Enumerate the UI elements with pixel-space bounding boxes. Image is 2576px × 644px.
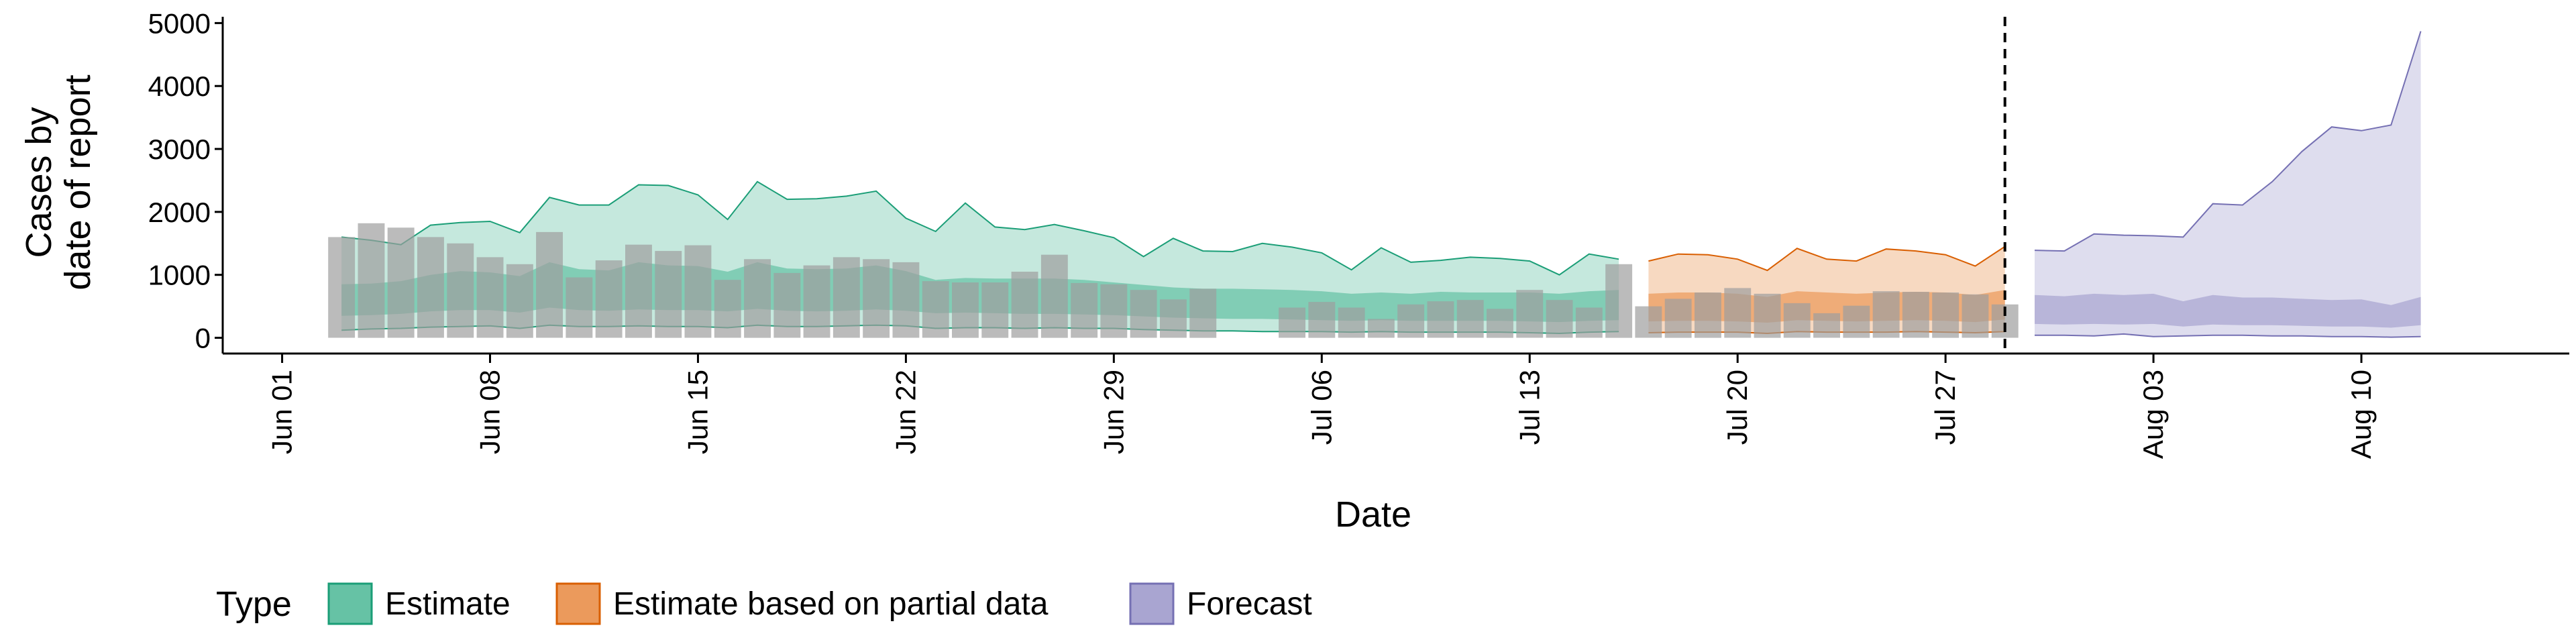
x-tick-label: Jul 13	[1513, 370, 1545, 445]
observed-case-bar	[1397, 304, 1425, 338]
observed-case-bar	[625, 244, 652, 338]
observed-case-bar	[1813, 313, 1840, 338]
y-axis-title-line-2: date of report	[58, 74, 98, 290]
y-tick-label: 4000	[148, 70, 211, 102]
observed-case-bar	[1279, 307, 1305, 338]
observed-case-bar	[1605, 264, 1633, 338]
x-tick-label: Jun 01	[266, 370, 298, 454]
observed-case-bar	[1338, 307, 1365, 338]
bands-layer	[341, 31, 2422, 338]
observed-case-bar	[1160, 299, 1187, 338]
observed-case-bar	[1783, 303, 1811, 338]
legend-label-forecast: Forecast	[1187, 586, 1312, 622]
observed-case-bar	[833, 257, 860, 338]
observed-case-bar	[1189, 288, 1217, 338]
observed-case-bar	[1071, 282, 1098, 338]
observed-case-bar	[1011, 272, 1038, 338]
observed-case-bar	[566, 277, 593, 338]
observed-case-bar	[892, 262, 920, 338]
observed-case-bar	[714, 280, 741, 338]
x-tick-label: Jun 08	[474, 370, 506, 454]
observed-case-bar	[1962, 294, 1989, 338]
observed-case-bar	[476, 257, 504, 338]
legend: Type Estimate Estimate based on partial d…	[216, 582, 1312, 625]
observed-case-bar	[1843, 305, 1870, 338]
x-tick-label: Jun 22	[890, 370, 921, 454]
observed-case-bar	[773, 272, 801, 338]
axes-layer: 0 1000 2000 3000 4000 5000 Jun 01 Jun 08 Jun 15 J…	[148, 7, 2569, 459]
observed-case-bar	[981, 282, 1009, 338]
forecast-band-90	[2035, 31, 2421, 337]
x-tick-label: Jun 15	[682, 370, 714, 454]
observed-case-bar	[1635, 306, 1662, 338]
observed-case-bar	[1664, 299, 1692, 338]
x-axis-title: Date	[1335, 494, 1411, 535]
observed-case-bar	[1308, 302, 1336, 338]
y-axis-title: Cases by date of report	[19, 74, 98, 290]
observed-case-bar	[358, 223, 385, 338]
observed-case-bar	[447, 243, 474, 338]
observed-bars-layer	[328, 223, 2019, 338]
estimate-based-on-partial-data-upper-line	[1648, 246, 2006, 272]
observed-case-bar	[1902, 292, 1929, 338]
legend-title: Type	[216, 585, 292, 624]
forecast-lower-line	[2035, 333, 2421, 338]
observed-case-bar	[1754, 293, 1781, 338]
forecast-upper-line	[2034, 31, 2422, 252]
observed-case-bar	[1040, 254, 1068, 338]
observed-case-bar	[744, 259, 771, 338]
y-tick-label: 2000	[148, 197, 211, 228]
observed-case-bar	[1516, 290, 1544, 338]
observed-case-bar	[536, 231, 563, 338]
observed-case-bar	[417, 237, 444, 338]
observed-case-bar	[1367, 319, 1395, 338]
observed-case-bar	[1932, 292, 1960, 338]
observed-case-bar	[1100, 284, 1128, 338]
observed-case-bar	[328, 237, 356, 338]
x-tick-label: Aug 10	[2345, 370, 2377, 459]
estimate-upper-line	[341, 180, 1619, 276]
observed-case-bar	[1575, 307, 1603, 338]
observed-case-bar	[1427, 301, 1454, 338]
observed-case-bar	[684, 245, 712, 338]
legend-label-estimate: Estimate	[385, 586, 511, 622]
observed-case-bar	[922, 281, 949, 338]
observed-case-bar	[506, 264, 533, 338]
y-tick-label: 3000	[148, 133, 211, 165]
y-tick-label: 0	[195, 323, 211, 354]
x-tick-label: Jul 06	[1305, 370, 1337, 445]
forecast-band-50	[2035, 293, 2421, 328]
observed-case-bar	[1130, 290, 1157, 338]
x-tick-label: Aug 03	[2137, 370, 2169, 459]
observed-case-bar	[1695, 292, 1721, 338]
legend-key-forecast	[1129, 582, 1175, 625]
legend-label-estimate-based-on-partial-data: Estimate based on partial data	[613, 586, 1049, 622]
x-tick-label: Jul 27	[1929, 370, 1961, 445]
y-tick-label: 1000	[148, 260, 211, 291]
observed-case-bar	[803, 265, 830, 338]
observed-case-bar	[1546, 300, 1573, 338]
observed-case-bar	[1872, 291, 1900, 338]
observed-case-bar	[863, 259, 890, 338]
observed-case-bar	[655, 251, 682, 338]
y-tick-label: 5000	[148, 7, 211, 39]
observed-case-bar	[952, 282, 979, 338]
x-tick-label: Jun 29	[1097, 370, 1129, 454]
observed-case-bar	[595, 260, 623, 338]
observed-case-bar	[1456, 300, 1484, 338]
observed-case-bar	[1724, 288, 1752, 338]
legend-key-estimate	[327, 582, 373, 625]
y-axis-title-line-1: Cases by	[19, 107, 59, 258]
observed-case-bar	[1487, 309, 1513, 338]
observed-case-bar	[387, 227, 415, 338]
x-tick-label: Jul 20	[1721, 370, 1753, 445]
legend-key-estimate-based-on-partial-data	[555, 582, 601, 625]
